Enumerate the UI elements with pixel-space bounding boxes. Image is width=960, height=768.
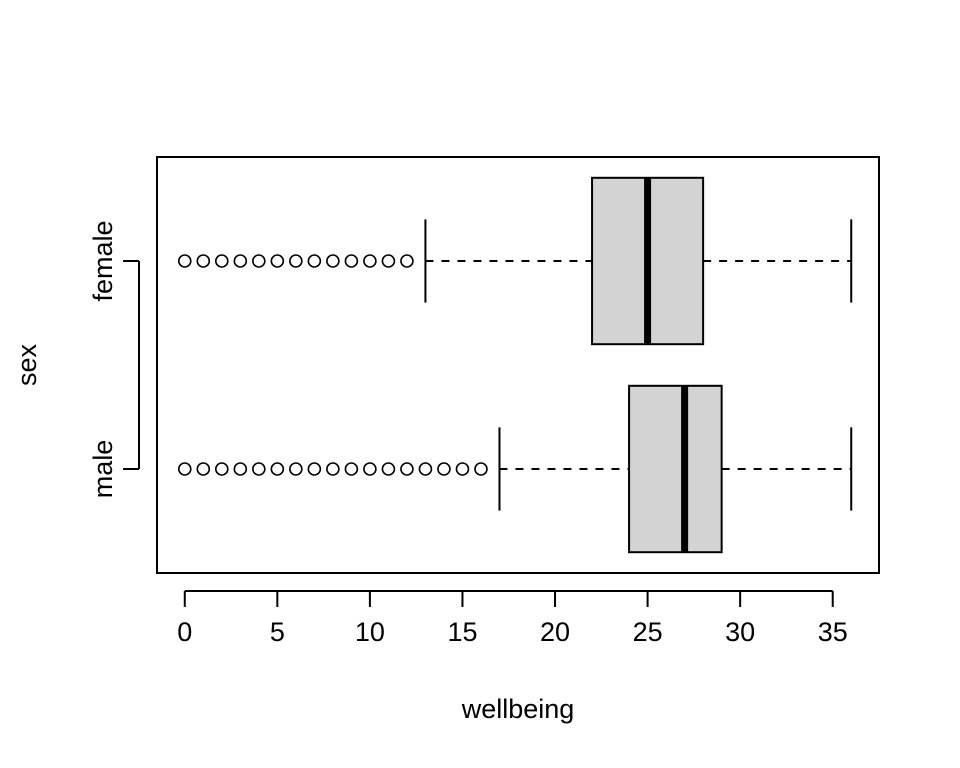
outlier-point-male bbox=[252, 462, 266, 476]
outlier-point-male bbox=[381, 462, 396, 476]
outlier-point-female bbox=[400, 254, 414, 268]
x-tick-label: 5 bbox=[270, 617, 285, 647]
outlier-point-female bbox=[196, 254, 211, 268]
y-axis: male female bbox=[88, 220, 140, 499]
outlier-point-male bbox=[214, 462, 229, 476]
x-axis: 0 5 10 15 20 25 30 35 bbox=[177, 590, 848, 647]
outlier-point-female bbox=[214, 254, 229, 268]
boxes-layer bbox=[177, 176, 853, 554]
box-male bbox=[628, 384, 723, 554]
outlier-point-male bbox=[233, 462, 248, 476]
outlier-point-male bbox=[326, 462, 340, 476]
y-tick-label-male: male bbox=[88, 440, 118, 499]
y-tick-label-female: female bbox=[88, 220, 118, 301]
outlier-point-female bbox=[344, 254, 359, 268]
outlier-point-male bbox=[418, 462, 433, 476]
outlier-point-male bbox=[270, 462, 285, 476]
outlier-point-female bbox=[381, 254, 396, 268]
x-axis-label: wellbeing bbox=[461, 694, 575, 724]
outlier-point-male bbox=[344, 462, 359, 476]
x-tick-label: 30 bbox=[725, 617, 755, 647]
outlier-point-male bbox=[196, 462, 211, 476]
outlier-point-female bbox=[307, 254, 322, 268]
x-tick-label: 20 bbox=[540, 617, 570, 647]
outlier-point-female bbox=[233, 254, 248, 268]
outlier-point-male bbox=[289, 462, 303, 476]
x-tick-label: 15 bbox=[447, 617, 477, 647]
outlier-point-female bbox=[363, 254, 377, 268]
box-group-male bbox=[177, 384, 853, 554]
outlier-point-male bbox=[400, 462, 414, 476]
outlier-point-male bbox=[307, 462, 322, 476]
plot-frame bbox=[156, 156, 880, 574]
y-axis-label: sex bbox=[12, 343, 42, 386]
x-tick-label: 25 bbox=[633, 617, 663, 647]
x-tick-label: 0 bbox=[177, 617, 192, 647]
outlier-point-male bbox=[363, 462, 377, 476]
x-tick-label: 10 bbox=[355, 617, 385, 647]
outlier-point-female bbox=[326, 254, 340, 268]
x-tick-label: 35 bbox=[818, 617, 848, 647]
outlier-point-female bbox=[177, 254, 192, 268]
outlier-point-male bbox=[437, 462, 451, 476]
outlier-point-female bbox=[289, 254, 303, 268]
outlier-point-female bbox=[252, 254, 266, 268]
outlier-point-male bbox=[177, 462, 192, 476]
outlier-point-male bbox=[474, 462, 488, 476]
box-group-female bbox=[177, 176, 853, 346]
outlier-point-female bbox=[270, 254, 285, 268]
outlier-point-male bbox=[455, 462, 470, 476]
